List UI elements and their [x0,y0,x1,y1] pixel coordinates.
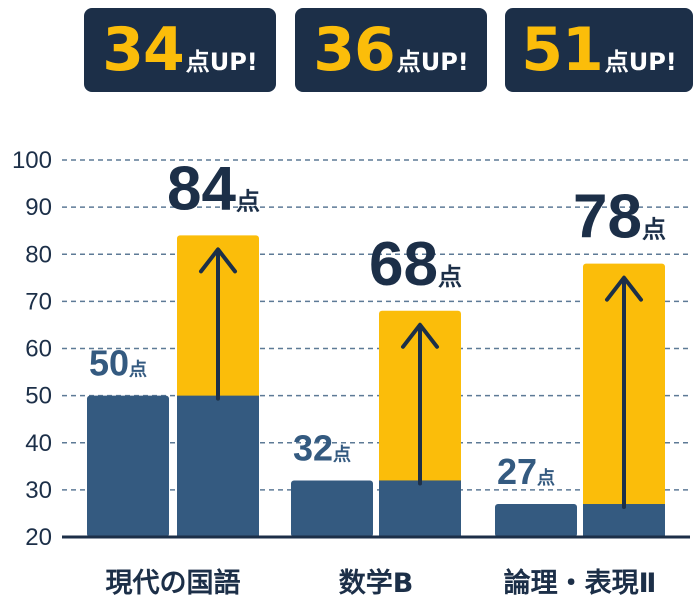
category-label: 現代の国語 [106,567,241,599]
before-score-label: 27点 [497,451,555,492]
after-score-label: 68点 [369,230,462,299]
y-tick-label: 80 [25,241,52,268]
badge-math: 36 点UP! [295,8,487,92]
badge-gendai-value: 34 [102,15,184,85]
after-base-bar [583,504,665,537]
category-label: 数学B [339,567,414,599]
badge-gendai: 34 点UP! [84,8,276,92]
before-bar [87,395,169,537]
after-score-label: 78点 [573,183,666,252]
before-bar [291,480,373,537]
y-tick-label: 20 [25,524,52,551]
increase-arrow-head [199,247,237,274]
y-tick-label: 40 [25,430,52,457]
y-tick-label: 60 [25,336,52,363]
after-base-bar [379,480,461,537]
before-score-label: 50点 [89,343,147,384]
y-tick-label: 50 [25,383,52,410]
badge-english-suffix: 点UP! [604,48,677,76]
before-bar [495,504,577,537]
y-tick-label: 70 [25,288,52,315]
y-tick-label: 100 [12,147,52,174]
after-base-bar [177,395,259,537]
badge-gendai-suffix: 点UP! [185,48,258,76]
y-tick-label: 90 [25,194,52,221]
badge-english: 51 点UP! [505,8,693,92]
y-tick-label: 30 [25,477,52,504]
increase-arrow-head [401,322,439,349]
badge-math-value: 36 [313,15,395,85]
after-score-label: 84点 [167,154,260,223]
before-score-label: 32点 [293,427,351,468]
increase-arrow-head [605,275,643,302]
badge-math-suffix: 点UP! [396,48,469,76]
category-label: 論理・表現Ⅱ [504,567,657,599]
badge-english-value: 51 [521,15,603,85]
